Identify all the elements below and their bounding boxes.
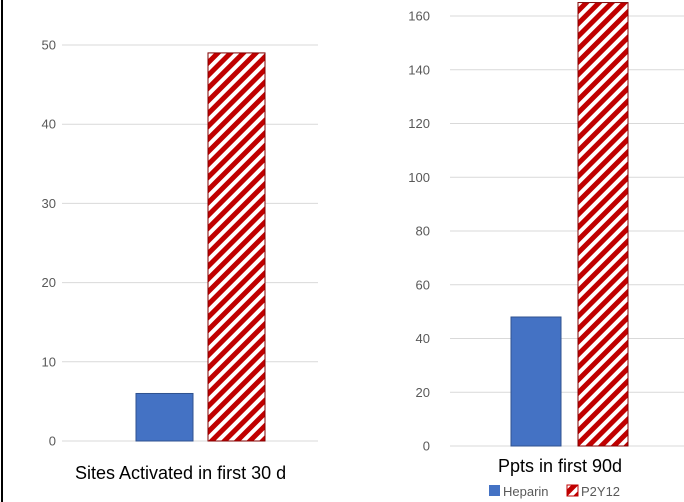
chart2-gridlines bbox=[450, 15, 684, 447]
chart1-bars bbox=[135, 52, 266, 442]
chart2-y-tick-160: 160 bbox=[408, 9, 430, 24]
chart2-bar-p2y12 bbox=[577, 2, 629, 447]
chart2-y-tick-60: 60 bbox=[416, 277, 430, 292]
chart1-gridlines bbox=[62, 44, 318, 442]
chart1-bar-heparin bbox=[135, 392, 194, 442]
chart2-y-tick-120: 120 bbox=[408, 116, 430, 131]
chart2-y-tick-40: 40 bbox=[416, 331, 430, 346]
chart1-caption: Sites Activated in first 30 d bbox=[75, 463, 286, 483]
chart2-legend: Heparin P2Y12 bbox=[489, 484, 620, 499]
chart1-y-tick-30: 30 bbox=[42, 196, 56, 211]
chart2-bar-heparin bbox=[510, 316, 562, 447]
legend-label-heparin: Heparin bbox=[503, 484, 549, 499]
chart-sites-activated: 0 10 20 30 40 50 Sites Activated in first 30 … bbox=[42, 38, 318, 483]
chart2-bars bbox=[510, 2, 629, 447]
legend-label-p2y12: P2Y12 bbox=[581, 484, 620, 499]
chart1-y-tick-labels: 0 10 20 30 40 50 bbox=[42, 38, 56, 449]
chart1-y-tick-10: 10 bbox=[42, 354, 56, 369]
chart2-y-tick-20: 20 bbox=[416, 385, 430, 400]
chart1-y-tick-40: 40 bbox=[42, 117, 56, 132]
chart1-y-tick-50: 50 bbox=[42, 38, 56, 53]
chart2-y-tick-100: 100 bbox=[408, 170, 430, 185]
chart1-y-tick-20: 20 bbox=[42, 275, 56, 290]
chart1-bar-p2y12 bbox=[207, 52, 266, 442]
chart2-y-tick-80: 80 bbox=[416, 224, 430, 239]
legend-swatch-heparin bbox=[489, 485, 500, 496]
chart2-y-tick-140: 140 bbox=[408, 62, 430, 77]
chart2-y-tick-0: 0 bbox=[423, 439, 430, 454]
chart2-y-tick-labels: 0 20 40 60 80 100 120 140 160 bbox=[408, 9, 430, 454]
legend-swatch-p2y12 bbox=[566, 484, 579, 497]
chart1-y-tick-0: 0 bbox=[49, 434, 56, 449]
chart2-caption: Ppts in first 90d bbox=[498, 456, 622, 476]
